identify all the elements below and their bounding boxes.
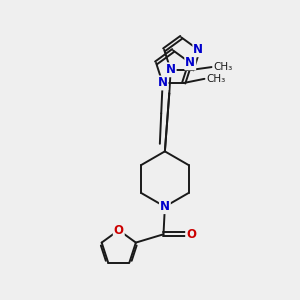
- Text: N: N: [160, 200, 170, 213]
- Text: N: N: [158, 76, 168, 89]
- Text: N: N: [166, 63, 176, 76]
- Text: CH₃: CH₃: [207, 74, 226, 84]
- Text: O: O: [186, 228, 196, 241]
- Text: O: O: [114, 224, 124, 237]
- Text: CH₃: CH₃: [213, 62, 232, 72]
- Text: N: N: [185, 56, 195, 69]
- Text: N: N: [193, 43, 203, 56]
